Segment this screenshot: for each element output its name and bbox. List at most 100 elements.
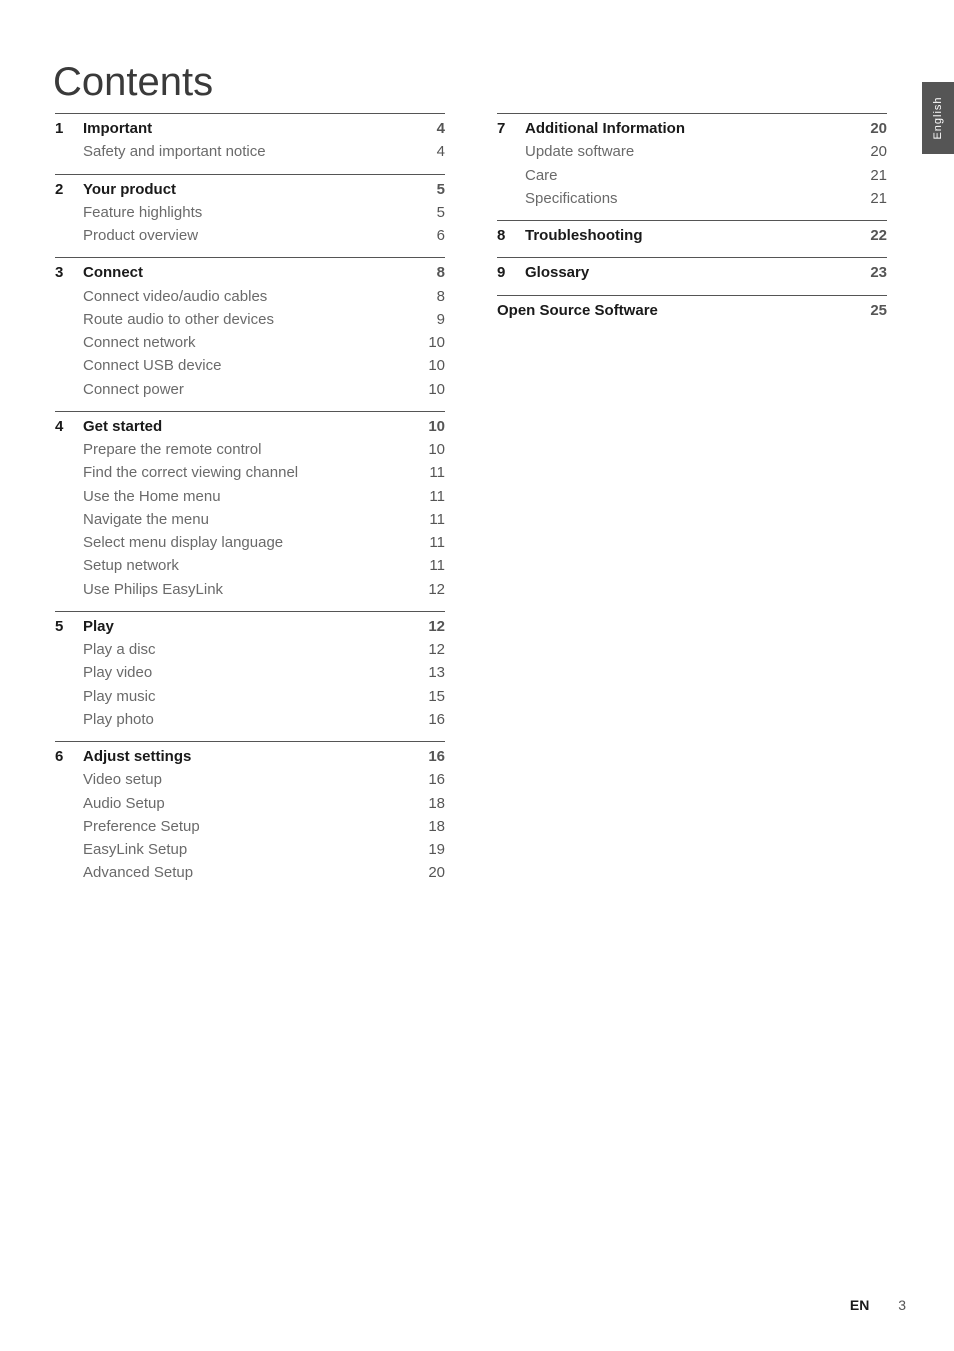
page-number: 18 — [415, 815, 445, 838]
toc-item-label: Specifications — [525, 187, 857, 210]
toc-item-label: Play a disc — [83, 638, 415, 661]
toc-item-label: Connect power — [83, 378, 415, 401]
page-number: 23 — [857, 261, 887, 284]
page-number: 13 — [415, 661, 445, 684]
section-number: 6 — [55, 745, 83, 768]
toc-section: 6 Adjust settings 16 Video setup16 Audio… — [55, 741, 445, 895]
page-number: 11 — [415, 461, 445, 484]
toc-item-label: Connect USB device — [83, 354, 415, 377]
section-number: 5 — [55, 615, 83, 638]
open-source-label: Open Source Software — [497, 299, 857, 322]
section-number: 7 — [497, 117, 525, 140]
page-number: 11 — [415, 508, 445, 531]
toc-item-label: Advanced Setup — [83, 861, 415, 884]
page-title: Contents — [53, 60, 213, 105]
toc-item-label: Video setup — [83, 768, 415, 791]
toc-open-source: Open Source Software 25 — [497, 295, 887, 322]
toc-item-label: Setup network — [83, 554, 415, 577]
page-number: 19 — [415, 838, 445, 861]
page-number: 16 — [415, 708, 445, 731]
section-number: 1 — [55, 117, 83, 140]
toc-item-label: Use Philips EasyLink — [83, 578, 415, 601]
page-number: 22 — [857, 224, 887, 247]
language-tab-label: English — [932, 96, 944, 139]
section-title: Your product — [83, 178, 415, 201]
section-number: 3 — [55, 261, 83, 284]
toc-item-label: Play music — [83, 685, 415, 708]
toc-item-label: Safety and important notice — [83, 140, 415, 163]
page-number: 18 — [415, 792, 445, 815]
page-number: 12 — [415, 578, 445, 601]
section-title: Adjust settings — [83, 745, 415, 768]
section-number: 4 — [55, 415, 83, 438]
toc-item-label: Connect video/audio cables — [83, 285, 415, 308]
section-title: Important — [83, 117, 415, 140]
section-title: Additional Information — [525, 117, 857, 140]
toc-section: 4 Get started 10 Prepare the remote cont… — [55, 411, 445, 611]
toc-section: 2 Your product 5 Feature highlights5 Pro… — [55, 174, 445, 258]
page-number: 11 — [415, 485, 445, 508]
toc-item-label: Care — [525, 164, 857, 187]
toc-item-label: Navigate the menu — [83, 508, 415, 531]
toc-item-label: Play photo — [83, 708, 415, 731]
footer-page-number: 3 — [898, 1297, 906, 1313]
section-number: 9 — [497, 261, 525, 284]
page-number: 25 — [857, 299, 887, 322]
page-number: 10 — [415, 415, 445, 438]
toc-section: 3 Connect 8 Connect video/audio cables8 … — [55, 257, 445, 411]
toc-item-label: Prepare the remote control — [83, 438, 415, 461]
toc-item-label: Product overview — [83, 224, 415, 247]
page-number: 12 — [415, 638, 445, 661]
toc-item-label: Use the Home menu — [83, 485, 415, 508]
toc-item-label: Preference Setup — [83, 815, 415, 838]
section-number: 2 — [55, 178, 83, 201]
page-number: 21 — [857, 187, 887, 210]
section-number: 8 — [497, 224, 525, 247]
page-number: 4 — [415, 140, 445, 163]
page-number: 21 — [857, 164, 887, 187]
page-number: 10 — [415, 378, 445, 401]
toc-section: 7 Additional Information 20 Update softw… — [497, 113, 887, 220]
footer-language: EN — [850, 1297, 869, 1313]
section-title: Connect — [83, 261, 415, 284]
page-number: 12 — [415, 615, 445, 638]
page-number: 4 — [415, 117, 445, 140]
page-number: 20 — [415, 861, 445, 884]
toc-item-label: Route audio to other devices — [83, 308, 415, 331]
toc-item-label: Play video — [83, 661, 415, 684]
page-number: 5 — [415, 178, 445, 201]
page-number: 10 — [415, 331, 445, 354]
toc-item-label: Audio Setup — [83, 792, 415, 815]
page-number: 20 — [857, 140, 887, 163]
page-number: 11 — [415, 531, 445, 554]
section-title: Glossary — [525, 261, 857, 284]
toc-item-label: Find the correct viewing channel — [83, 461, 415, 484]
page-number: 8 — [415, 285, 445, 308]
page-number: 9 — [415, 308, 445, 331]
toc-item-label: Update software — [525, 140, 857, 163]
section-title: Troubleshooting — [525, 224, 857, 247]
toc-item-label: Feature highlights — [83, 201, 415, 224]
toc-section: 5 Play 12 Play a disc12 Play video13 Pla… — [55, 611, 445, 741]
page-number: 6 — [415, 224, 445, 247]
toc-right-column: 7 Additional Information 20 Update softw… — [497, 113, 887, 322]
page-number: 8 — [415, 261, 445, 284]
page-number: 11 — [415, 554, 445, 577]
toc-item-label: Select menu display language — [83, 531, 415, 554]
page-number: 20 — [857, 117, 887, 140]
page-number: 16 — [415, 768, 445, 791]
toc-item-label: Connect network — [83, 331, 415, 354]
page-number: 10 — [415, 354, 445, 377]
toc-section: 1 Important 4 Safety and important notic… — [55, 113, 445, 174]
page-number: 5 — [415, 201, 445, 224]
toc-section: 9 Glossary 23 — [497, 257, 887, 294]
page-number: 10 — [415, 438, 445, 461]
toc-left-column: 1 Important 4 Safety and important notic… — [55, 113, 445, 895]
toc-item-label: EasyLink Setup — [83, 838, 415, 861]
toc-section: 8 Troubleshooting 22 — [497, 220, 887, 257]
page-number: 15 — [415, 685, 445, 708]
footer: EN 3 — [850, 1297, 906, 1313]
section-title: Get started — [83, 415, 415, 438]
language-tab: English — [922, 82, 954, 154]
page-number: 16 — [415, 745, 445, 768]
